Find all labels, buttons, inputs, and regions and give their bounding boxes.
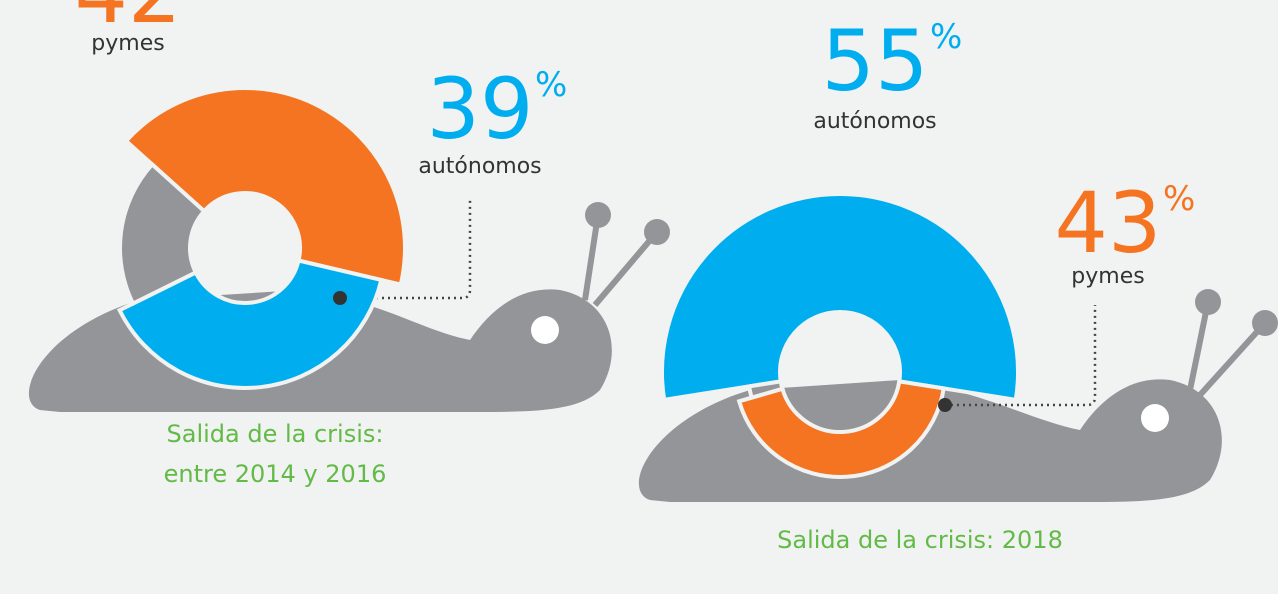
- antenna-tip: [585, 202, 611, 228]
- antenna-tip: [644, 219, 670, 245]
- caption: entre 2014 y 2016: [164, 460, 387, 488]
- caption: Salida de la crisis: 2018: [777, 526, 1063, 554]
- antenna-tip: [1252, 310, 1278, 336]
- leader-dot: [333, 291, 347, 305]
- antenna-tip: [1195, 289, 1221, 315]
- category-label: pymes: [1071, 264, 1144, 289]
- unit-label: %: [535, 65, 567, 105]
- snail-eye: [1141, 404, 1169, 432]
- unit-label: %: [930, 17, 962, 57]
- unit-label: %: [1163, 179, 1195, 219]
- category-label: pymes: [91, 31, 164, 56]
- infographic: 42%pymes39%autónomosSalida de la crisis:…: [0, 0, 1278, 594]
- value-label: 39: [427, 60, 534, 158]
- leader-dot: [938, 398, 952, 412]
- snail-eye: [531, 316, 559, 344]
- category-label: autónomos: [418, 154, 541, 179]
- value-label: 43: [1055, 174, 1162, 272]
- value-label: 55: [822, 12, 929, 110]
- caption: Salida de la crisis:: [167, 420, 384, 448]
- category-label: autónomos: [813, 109, 936, 134]
